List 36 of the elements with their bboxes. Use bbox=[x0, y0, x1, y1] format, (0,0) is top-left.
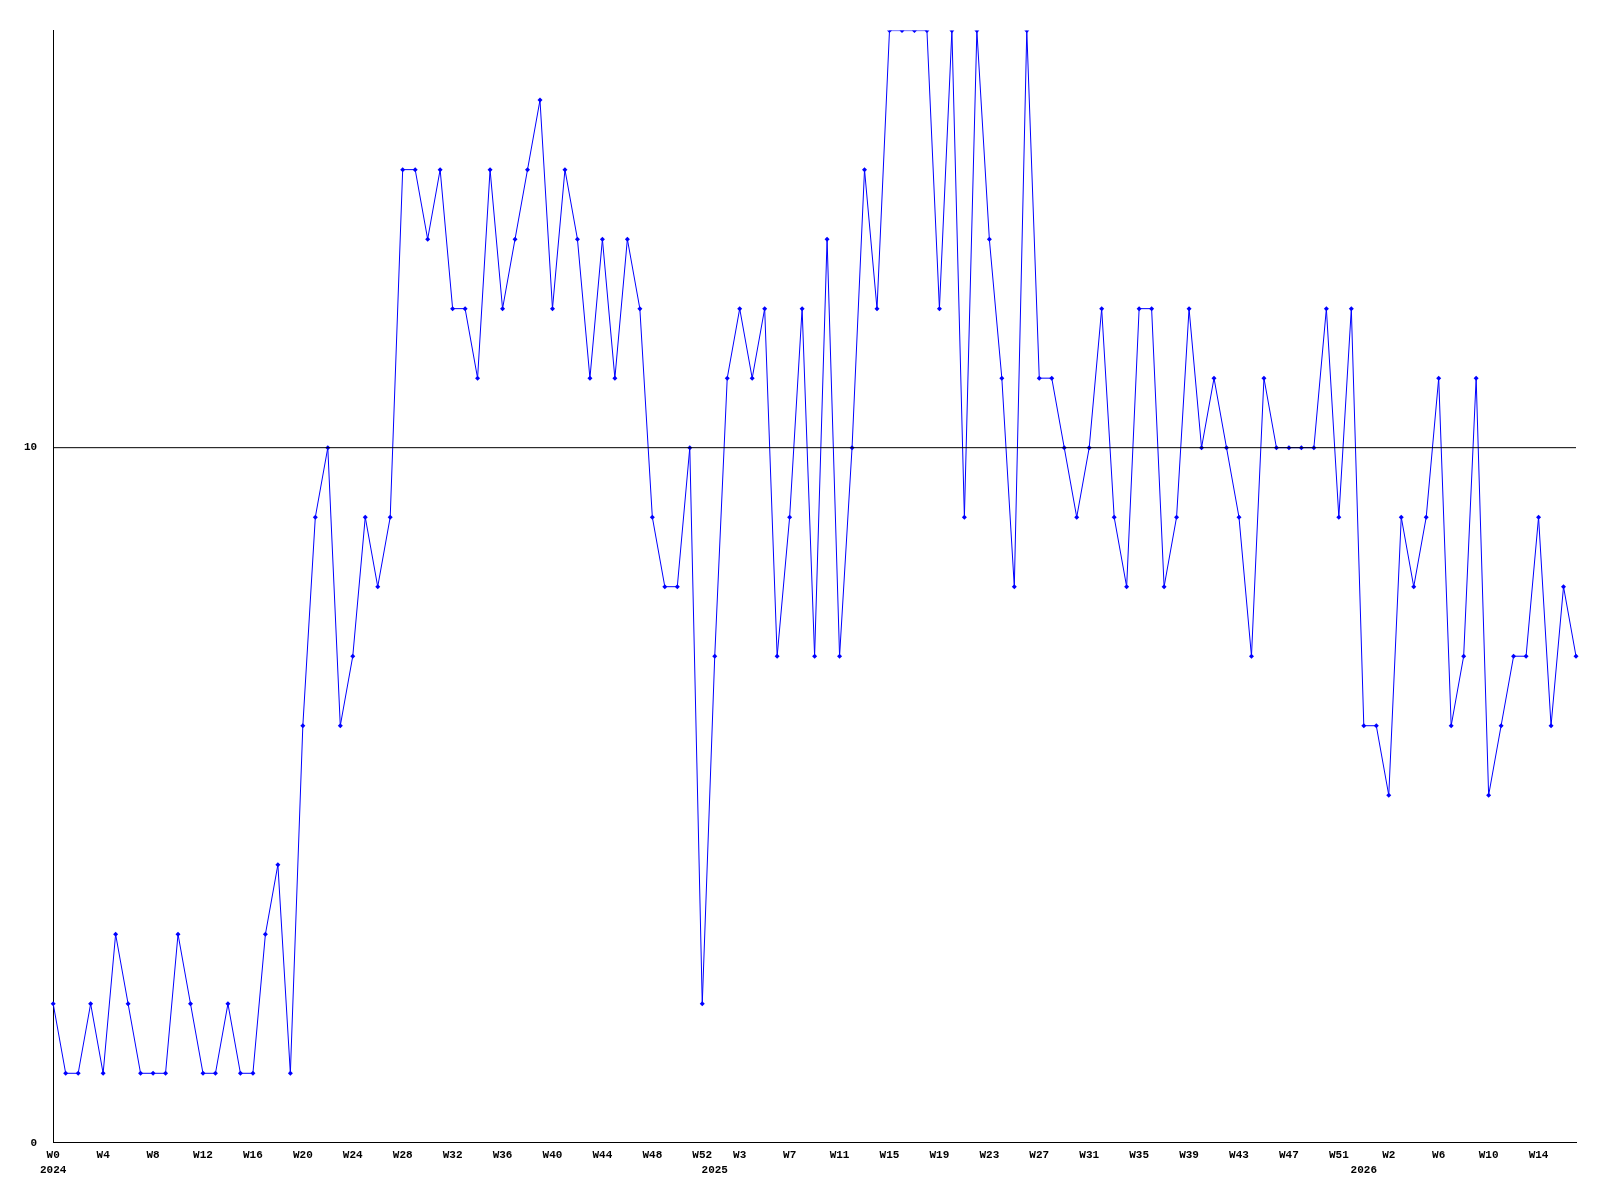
x-tick-label: W51 bbox=[1328, 1149, 1350, 1162]
text: 2024 bbox=[40, 1164, 67, 1177]
x-tick-label: W32 bbox=[442, 1149, 463, 1162]
x-tick-label: W40 bbox=[542, 1149, 563, 1162]
x-tick-label: W8 bbox=[146, 1149, 161, 1162]
x-tick-label: W36 bbox=[492, 1149, 513, 1162]
x-tick-label: W11 bbox=[829, 1149, 850, 1162]
x-tick-label: W24 bbox=[342, 1149, 364, 1162]
y-tick-label: 10 bbox=[24, 441, 38, 454]
y-tick-label: 0 bbox=[30, 1136, 38, 1149]
x-tick-label: W35 bbox=[1129, 1149, 1150, 1162]
x-tick-label: W52 bbox=[692, 1149, 713, 1162]
x-tick-label: W12 bbox=[193, 1149, 213, 1162]
x-tick-label: W28 bbox=[392, 1149, 413, 1162]
x-tick-label: W4 bbox=[96, 1149, 111, 1162]
text: 2026 bbox=[1350, 1164, 1378, 1177]
x-tick-label: W10 bbox=[1478, 1149, 1499, 1162]
x-tick-label: W48 bbox=[642, 1149, 663, 1162]
x-tick-label: W19 bbox=[929, 1149, 950, 1162]
x-tick-label: W7 bbox=[783, 1149, 797, 1162]
x-tick-label: W3 bbox=[733, 1149, 747, 1162]
x-tick-label: W16 bbox=[243, 1149, 263, 1162]
x-tick-label: W43 bbox=[1229, 1149, 1250, 1162]
x-tick-label: W2 bbox=[1382, 1149, 1396, 1162]
x-tick-label: W6 bbox=[1432, 1149, 1446, 1162]
x-tick-label: W39 bbox=[1179, 1149, 1199, 1162]
text: 2025 bbox=[701, 1164, 729, 1177]
x-tick-label: W14 bbox=[1528, 1149, 1549, 1162]
x-tick-label: W23 bbox=[979, 1149, 1000, 1162]
x-tick-label: W31 bbox=[1079, 1149, 1100, 1162]
x-tick-label: W44 bbox=[592, 1149, 613, 1162]
x-tick-label: W20 bbox=[292, 1149, 313, 1162]
x-tick-label: W27 bbox=[1029, 1149, 1050, 1162]
x-tick-label: W15 bbox=[879, 1149, 900, 1162]
x-tick-label: W47 bbox=[1279, 1149, 1299, 1162]
x-tick-label: W0 bbox=[46, 1149, 60, 1162]
